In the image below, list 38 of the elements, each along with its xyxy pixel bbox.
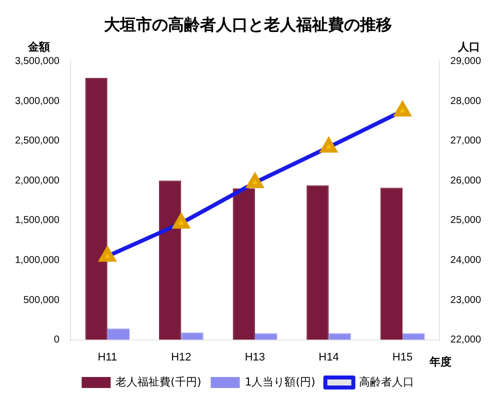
y-tick-label: 1,500,000 [14, 215, 60, 226]
y-tick-label: 3,000,000 [14, 96, 60, 107]
bar [85, 78, 108, 340]
y-tick-label: 1,000,000 [14, 254, 60, 266]
y-tick-label: 2,000,000 [14, 175, 60, 186]
y2-tick-label: 23,000 [450, 294, 482, 306]
y2-tick-label: 22,000 [450, 334, 482, 346]
y2-tick-label: 27,000 [450, 136, 482, 147]
y2-tick-label: 26,000 [450, 175, 482, 186]
bar [306, 185, 329, 340]
x-tick-label: H13 [244, 351, 266, 364]
x-tick-label: H14 [318, 351, 339, 364]
legend-label: 高齢者人口 [358, 375, 414, 388]
bar [254, 333, 278, 340]
legend-label: 1人当り額(円) [244, 375, 316, 388]
x-tick-label: H15 [392, 351, 413, 364]
x-tick-label: H11 [98, 351, 118, 364]
bar [181, 332, 204, 340]
legend-label: 老人福祉費(千円) [116, 375, 202, 388]
chart-title: 大垣市の高齢者人口と老人福祉費の推移 [104, 14, 392, 34]
x-tick-label: H12 [171, 351, 192, 364]
x-axis-title: 年度 [428, 355, 452, 368]
y-axis-title: 金額 [27, 40, 50, 54]
y2-tick-label: 25,000 [450, 215, 482, 226]
y2-axis-title: 人口 [457, 40, 480, 54]
y2-tick-label: 28,000 [450, 96, 482, 107]
bar [232, 188, 255, 340]
bar [159, 180, 182, 340]
y-tick-label: 3,500,000 [14, 56, 60, 67]
y2-tick-label: 24,000 [450, 254, 482, 266]
y-tick-label: 2,500,000 [14, 136, 60, 147]
bar [402, 333, 425, 340]
bar [107, 328, 130, 340]
bar [380, 188, 403, 340]
bar [328, 333, 351, 340]
y2-tick-label: 29,000 [450, 56, 482, 67]
y-tick-label: 0 [54, 334, 60, 346]
y-tick-label: 500,000 [23, 294, 60, 306]
